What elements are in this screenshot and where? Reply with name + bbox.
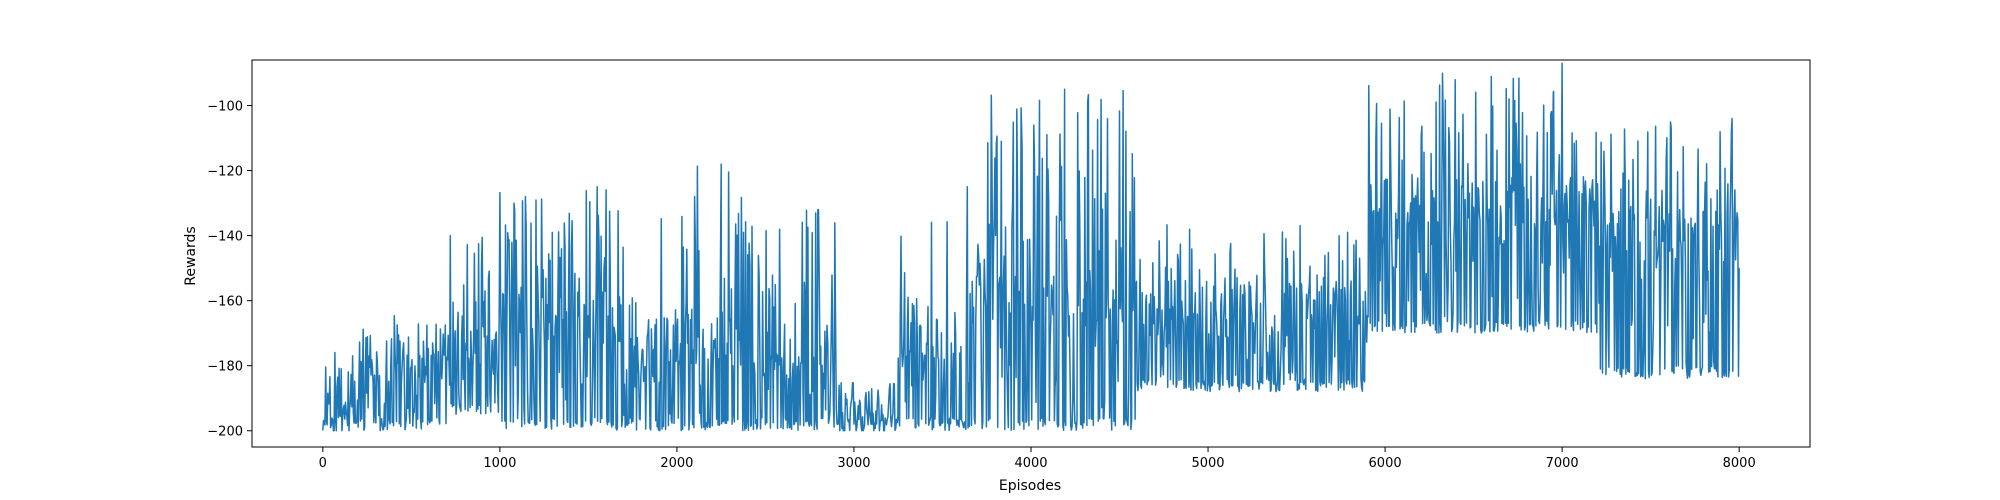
x-tick-label: 8000 [1723,456,1756,471]
y-tick-label: −160 [207,295,243,310]
x-tick-label: 3000 [837,456,870,471]
axes: 0 1000 2000 3000 4000 5000 6000 7000 8000 −200 −18… [207,59,1811,471]
rewards-series-line-0 [322,62,1740,432]
y-tick-label: −200 [207,425,243,440]
plot-area [322,62,1740,432]
x-tick-label: 7000 [1546,456,1579,471]
y-tick-label: −180 [207,360,243,375]
y-axis-label: Rewards [183,226,199,285]
x-tick-label: 5000 [1191,456,1224,471]
x-tick-label: 0 [319,456,327,471]
y-tick-label: −140 [207,230,243,245]
y-tick-label: −120 [207,165,243,180]
x-tick-label: 4000 [1014,456,1047,471]
x-axis-label: Episodes [999,478,1061,494]
x-tick-label: 6000 [1369,456,1402,471]
x-tick-label: 2000 [660,456,693,471]
x-tick-label: 1000 [483,456,516,471]
y-tick-label: −100 [207,100,243,115]
